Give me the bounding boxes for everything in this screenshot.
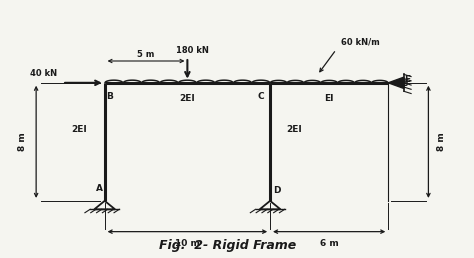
Text: Fig.  2- Rigid Frame: Fig. 2- Rigid Frame [159, 239, 296, 252]
Text: 5 m: 5 m [137, 50, 155, 59]
Text: 10 m: 10 m [175, 239, 200, 248]
Text: 60 kN/m: 60 kN/m [341, 38, 380, 47]
Text: 40 kN: 40 kN [30, 69, 57, 78]
Polygon shape [388, 77, 404, 88]
Text: 8 m: 8 m [18, 132, 27, 151]
Text: EI: EI [324, 94, 334, 103]
Text: A: A [95, 184, 102, 192]
Text: E: E [404, 75, 410, 84]
Text: 2EI: 2EI [286, 125, 301, 134]
Text: 8 m: 8 m [437, 132, 446, 151]
Text: 180 kN: 180 kN [176, 46, 209, 55]
Text: C: C [257, 92, 264, 101]
Text: 2EI: 2EI [71, 125, 87, 134]
Text: 6 m: 6 m [320, 239, 338, 248]
Text: D: D [273, 186, 281, 195]
Text: B: B [106, 92, 113, 101]
Text: 2EI: 2EI [180, 94, 195, 103]
